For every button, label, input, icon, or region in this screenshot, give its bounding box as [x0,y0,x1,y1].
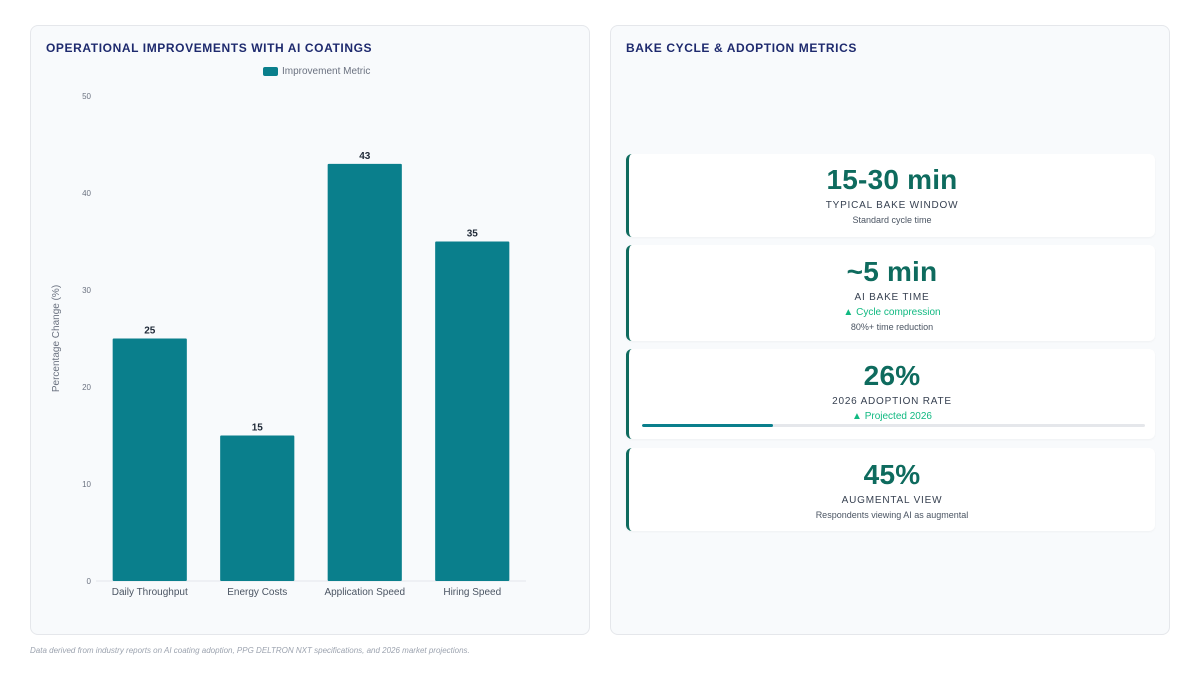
metric-card-bake-window: 15-30 min TYPICAL BAKE WINDOW Standard c… [626,154,1155,237]
data-label: 15 [252,423,264,434]
metrics-title: BAKE CYCLE & ADOPTION METRICS [626,41,857,55]
metric-label: TYPICAL BAKE WINDOW [825,200,959,211]
legend-swatch [263,67,278,76]
metric-trend: ▲ Projected 2026 [852,411,932,422]
x-tick-label: Energy Costs [227,587,287,598]
metric-card-adoption-rate: 26% 2026 ADOPTION RATE ▲ Projected 2026 [626,349,1155,439]
metric-value: 26% [863,360,921,391]
bar [112,338,187,581]
metric-trend: ▲ Cycle compression [843,307,941,318]
y-axis-label: Percentage Change (%) [51,285,62,392]
bar [435,241,510,581]
data-label: 35 [467,229,479,240]
legend-label: Improvement Metric [282,66,371,77]
metric-card-ai-bake-time: ~5 min AI BAKE TIME ▲ Cycle compression … [626,245,1155,341]
metrics-panel: BAKE CYCLE & ADOPTION METRICS 15-30 min … [610,25,1170,635]
chart-title: OPERATIONAL IMPROVEMENTS WITH AI COATING… [46,41,373,55]
y-tick-label: 30 [82,286,91,295]
metric-card-augmental-view: 45% AUGMENTAL VIEW Respondents viewing A… [626,448,1155,531]
chart-panel: OPERATIONAL IMPROVEMENTS WITH AI COATING… [30,25,590,635]
metric-subtext: 80%+ time reduction [850,322,934,332]
metric-subtext: Respondents viewing AI as augmental [815,510,969,520]
adoption-progress-fill [642,424,773,427]
data-label: 25 [144,326,156,337]
metric-label: AUGMENTAL VIEW [841,495,943,506]
bar [220,435,295,581]
metric-subtext: Standard cycle time [852,215,932,225]
chart-legend: Improvement Metric [263,66,370,77]
metric-value: ~5 min [846,256,938,287]
adoption-progress-bar [642,424,1145,427]
data-label: 43 [359,151,371,162]
y-tick-label: 40 [82,189,91,198]
x-tick-label: Daily Throughput [112,587,188,598]
metric-value: 45% [863,459,921,490]
metric-label: AI BAKE TIME [854,292,930,303]
metric-value: 15-30 min [826,164,958,195]
y-tick-label: 0 [87,577,92,586]
metric-label: 2026 ADOPTION RATE [832,396,952,407]
y-tick-label: 20 [82,383,91,392]
y-tick-label: 50 [82,92,91,101]
x-tick-label: Application Speed [324,587,405,598]
footnote: Data derived from industry reports on AI… [30,646,470,655]
bar-chart: 0 10 20 30 40 50 Percentage Change (%) 25 Daily … [51,92,526,598]
bar [327,163,402,581]
y-tick-label: 10 [82,480,91,489]
x-tick-label: Hiring Speed [443,587,501,598]
